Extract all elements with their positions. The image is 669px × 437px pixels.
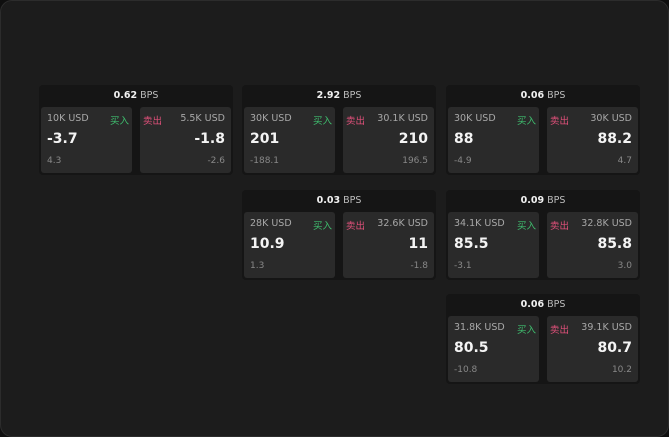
- ask-change: 10.2: [611, 365, 632, 375]
- ask-change: -1.8: [410, 261, 428, 271]
- spread-value: 2.92: [316, 90, 341, 101]
- ask-quantity: 5.5K USD: [180, 113, 225, 124]
- sell-label[interactable]: 卖出: [550, 221, 570, 232]
- ask-quantity: 30.1K USD: [377, 113, 428, 124]
- ask-price: 85.8: [597, 236, 632, 252]
- ask-change: -2.6: [207, 156, 225, 166]
- bid-change: 1.3: [250, 261, 265, 271]
- buy-cell[interactable]: 28K USD 买入 10.9 1.3: [244, 212, 335, 278]
- sell-cell[interactable]: 卖出 32.6K USD 11 -1.8: [343, 212, 434, 278]
- ask-quantity: 32.8K USD: [581, 218, 632, 229]
- ask-change: 3.0: [617, 261, 632, 271]
- ask-change: 4.7: [617, 156, 632, 166]
- buy-label[interactable]: 买入: [312, 221, 332, 232]
- spread-header: 0.03 BPS: [242, 190, 436, 211]
- bid-change: -4.9: [454, 156, 472, 166]
- sell-label[interactable]: 卖出: [346, 221, 366, 232]
- ask-quantity: 32.6K USD: [377, 218, 428, 229]
- spread-unit: BPS: [547, 299, 566, 310]
- quote-card: 0.06 BPS 30K USD 买入 88 -4.9 卖出 30K USD 8…: [446, 85, 640, 175]
- quote-card: 2.92 BPS 30K USD 买入 201 -188.1 卖出 30.1K …: [242, 85, 436, 175]
- quote-card: 0.06 BPS 31.8K USD 买入 80.5 -10.8 卖出 39.1…: [446, 294, 640, 384]
- bid-price: -3.7: [47, 131, 78, 147]
- buy-cell[interactable]: 30K USD 买入 201 -188.1: [244, 107, 335, 173]
- spread-unit: BPS: [140, 90, 159, 101]
- bid-quantity: 30K USD: [454, 113, 496, 124]
- bid-change: 4.3: [47, 156, 62, 166]
- spread-header: 2.92 BPS: [242, 85, 436, 106]
- bid-change: -3.1: [454, 261, 472, 271]
- buy-label[interactable]: 买入: [516, 325, 536, 336]
- buy-label[interactable]: 买入: [516, 116, 536, 127]
- spread-unit: BPS: [547, 90, 566, 101]
- spread-value: 0.09: [520, 195, 545, 206]
- buy-cell[interactable]: 10K USD 买入 -3.7 4.3: [41, 107, 132, 173]
- bid-quantity: 31.8K USD: [454, 322, 505, 333]
- spread-value: 0.62: [113, 90, 138, 101]
- sell-label[interactable]: 卖出: [550, 116, 570, 127]
- ask-change: 196.5: [402, 156, 428, 166]
- bid-change: -188.1: [250, 156, 280, 166]
- sell-label[interactable]: 卖出: [143, 116, 163, 127]
- quote-card: 0.09 BPS 34.1K USD 买入 85.5 -3.1 卖出 32.8K…: [446, 190, 640, 280]
- quote-card: 0.03 BPS 28K USD 买入 10.9 1.3 卖出 32.6K US…: [242, 190, 436, 280]
- bid-price: 85.5: [454, 236, 489, 252]
- bid-quantity: 34.1K USD: [454, 218, 505, 229]
- spread-header: 0.06 BPS: [446, 85, 640, 106]
- spread-header: 0.06 BPS: [446, 294, 640, 315]
- bid-quantity: 10K USD: [47, 113, 89, 124]
- spread-value: 0.03: [316, 195, 341, 206]
- sell-label[interactable]: 卖出: [346, 116, 366, 127]
- bid-price: 201: [250, 131, 280, 147]
- ask-price: 11: [408, 236, 428, 252]
- ask-price: 210: [398, 131, 428, 147]
- sell-cell[interactable]: 卖出 30K USD 88.2 4.7: [547, 107, 638, 173]
- bid-price: 10.9: [250, 236, 285, 252]
- spread-value: 0.06: [520, 90, 545, 101]
- ask-price: 88.2: [597, 131, 632, 147]
- bid-price: 80.5: [454, 340, 489, 356]
- buy-cell[interactable]: 34.1K USD 买入 85.5 -3.1: [448, 212, 539, 278]
- buy-label[interactable]: 买入: [109, 116, 129, 127]
- spread-unit: BPS: [343, 195, 362, 206]
- spread-unit: BPS: [547, 195, 566, 206]
- sell-cell[interactable]: 卖出 32.8K USD 85.8 3.0: [547, 212, 638, 278]
- bid-price: 88: [454, 131, 474, 147]
- buy-label[interactable]: 买入: [312, 116, 332, 127]
- ask-quantity: 30K USD: [590, 113, 632, 124]
- spread-value: 0.06: [520, 299, 545, 310]
- bid-quantity: 28K USD: [250, 218, 292, 229]
- buy-cell[interactable]: 30K USD 买入 88 -4.9: [448, 107, 539, 173]
- buy-label[interactable]: 买入: [516, 221, 536, 232]
- quote-card: 0.62 BPS 10K USD 买入 -3.7 4.3 卖出 5.5K USD…: [39, 85, 233, 175]
- ask-price: 80.7: [597, 340, 632, 356]
- ask-price: -1.8: [194, 131, 225, 147]
- sell-label[interactable]: 卖出: [550, 325, 570, 336]
- spread-header: 0.62 BPS: [39, 85, 233, 106]
- sell-cell[interactable]: 卖出 5.5K USD -1.8 -2.6: [140, 107, 231, 173]
- bid-change: -10.8: [454, 365, 478, 375]
- spread-unit: BPS: [343, 90, 362, 101]
- sell-cell[interactable]: 卖出 30.1K USD 210 196.5: [343, 107, 434, 173]
- buy-cell[interactable]: 31.8K USD 买入 80.5 -10.8: [448, 316, 539, 382]
- ask-quantity: 39.1K USD: [581, 322, 632, 333]
- sell-cell[interactable]: 卖出 39.1K USD 80.7 10.2: [547, 316, 638, 382]
- bid-quantity: 30K USD: [250, 113, 292, 124]
- spread-header: 0.09 BPS: [446, 190, 640, 211]
